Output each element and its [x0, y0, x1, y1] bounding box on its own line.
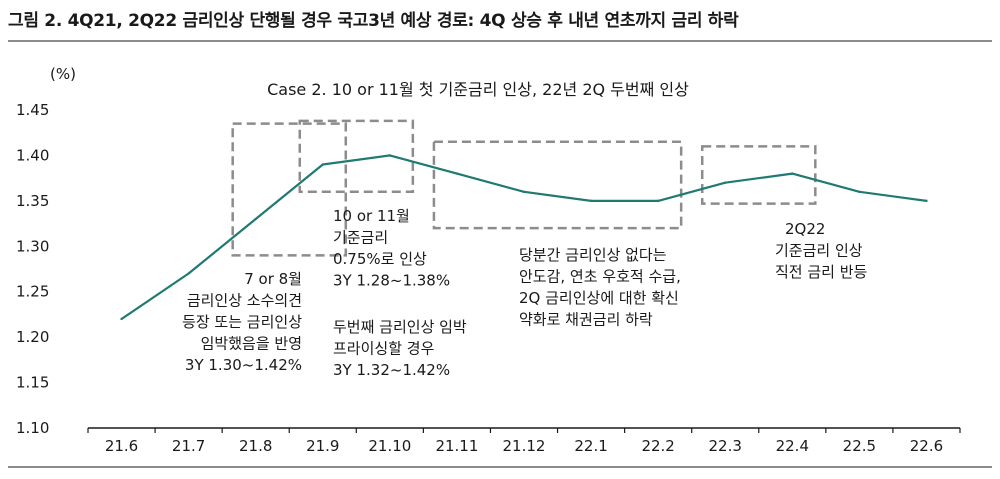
- y-tick-label: 1.25: [16, 283, 49, 301]
- y-tick-label: 1.10: [16, 419, 49, 437]
- annotation-line: 2Q 금리인상에 대한 확신: [519, 289, 679, 307]
- annotation-line: 기준금리: [333, 229, 388, 247]
- highlight-box: [231, 122, 348, 257]
- x-tick-label: 21.12: [503, 437, 546, 455]
- annotation-line: 직전 금리 반등: [775, 263, 868, 281]
- data-point: [589, 199, 593, 203]
- data-point: [254, 217, 257, 221]
- y-tick-label: 1.40: [16, 146, 49, 164]
- y-tick-label: 1.45: [16, 101, 49, 119]
- highlight-box: [432, 140, 683, 230]
- x-tick-label: 21.11: [435, 437, 478, 455]
- x-tick-label: 21.7: [172, 437, 205, 455]
- data-point: [724, 181, 727, 184]
- data-point: [858, 190, 861, 193]
- x-tick-label: 21.6: [105, 437, 138, 455]
- y-axis-unit-label: (%): [50, 65, 76, 83]
- x-tick-label: 22.4: [776, 437, 809, 455]
- figure-title: 그림 2. 4Q21, 2Q22 금리인상 단행될 경우 국고3년 예상 경로:…: [8, 11, 739, 31]
- annotation-line: 당분간 금리인상 없다는: [519, 246, 667, 264]
- x-tick-label: 21.8: [239, 437, 272, 455]
- chart-title: Case 2. 10 or 11월 첫 기준금리 인상, 22년 2Q 두번째 …: [267, 80, 689, 99]
- series-group: [120, 154, 928, 321]
- x-tick-label: 22.1: [574, 437, 607, 455]
- y-tick-label: 1.15: [16, 374, 49, 392]
- annotation-line: 3Y 1.28~1.38%: [333, 272, 450, 290]
- data-point: [187, 272, 190, 275]
- highlight-box: [700, 145, 817, 205]
- annotation-line: 금리인상 소수의견: [187, 292, 302, 310]
- data-point: [925, 199, 928, 203]
- x-tick-label: 21.10: [368, 437, 411, 455]
- data-point: [120, 317, 123, 321]
- data-point: [656, 199, 660, 203]
- x-tick-label: 22.6: [910, 437, 943, 455]
- highlight-box: [298, 119, 415, 194]
- annotation-line: 3Y 1.30~1.42%: [185, 356, 302, 374]
- annotation-line: 프라이싱할 경우: [333, 340, 435, 358]
- x-tick-label: 22.3: [709, 437, 742, 455]
- annotation-line: 약화로 채권금리 하락: [519, 311, 653, 329]
- x-tick-label: 22.2: [641, 437, 674, 455]
- y-tick-label: 1.35: [16, 192, 49, 210]
- annotation-line: 등장 또는 금리인상: [182, 313, 302, 331]
- annotation-line: 7 or 8월: [244, 270, 302, 288]
- annotation-line: 임박했음을 반영: [201, 335, 302, 353]
- data-point: [321, 163, 324, 166]
- highlight-boxes: [231, 119, 817, 257]
- annotation-line: 안도감, 연초 우호적 수급,: [519, 268, 681, 286]
- annotation-line: 기준금리 인상: [775, 242, 863, 260]
- annotation-line: 2Q22: [785, 220, 825, 238]
- bottom-divider: [8, 466, 992, 468]
- y-tick-label: 1.30: [16, 237, 49, 255]
- y-tick-label: 1.20: [16, 328, 49, 346]
- annotation-line: 0.75%로 인상: [333, 250, 427, 268]
- x-tick-label: 21.9: [306, 437, 339, 455]
- annotation-line: 두번째 금리인상 임박: [333, 318, 467, 336]
- data-point: [455, 172, 459, 175]
- annotation-line: 3Y 1.32~1.42%: [333, 361, 450, 379]
- axes: 1.10 1.15 1.20 1.25 1.30 1.35 1.40 1.45 21.6 21.7…: [16, 101, 961, 455]
- top-divider: [8, 40, 992, 42]
- x-tick-label: 22.5: [843, 437, 876, 455]
- data-point: [522, 190, 526, 193]
- annotation-line: 10 or 11월: [333, 207, 410, 225]
- data-point: [388, 154, 392, 157]
- data-point: [791, 172, 794, 175]
